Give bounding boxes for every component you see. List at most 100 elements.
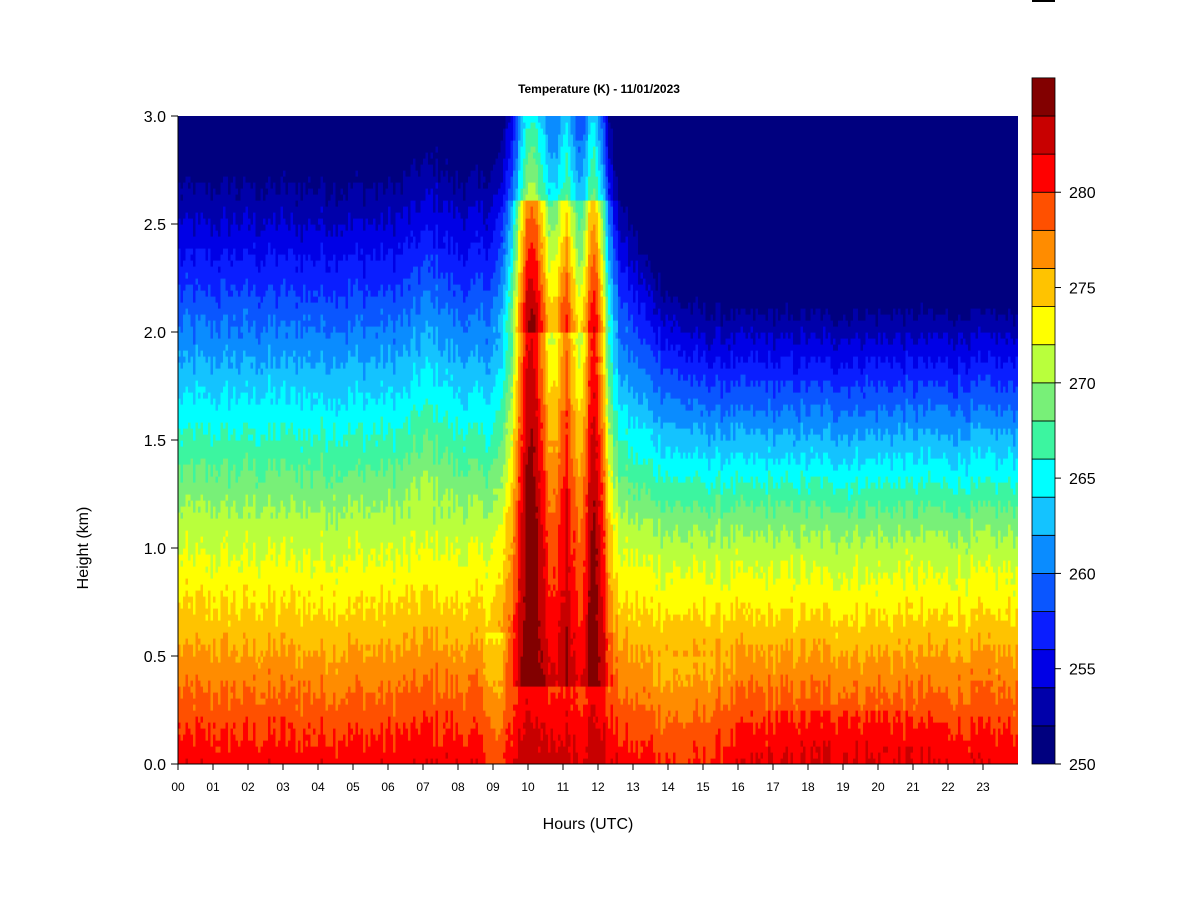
heatmap-cell <box>400 356 404 399</box>
heatmap-cell <box>220 500 224 543</box>
heatmap-cell <box>713 614 717 675</box>
heatmap-cell <box>600 218 604 255</box>
heatmap-cell <box>233 734 237 764</box>
heatmap-cell <box>475 344 479 381</box>
heatmap-cell <box>760 500 764 531</box>
heatmap-cell <box>580 518 584 621</box>
heatmap-cell <box>688 374 692 399</box>
heatmap-cell <box>648 344 652 375</box>
heatmap-cell <box>310 746 314 764</box>
heatmap-cell <box>553 692 557 741</box>
heatmap-cell <box>193 566 197 615</box>
heatmap-cell <box>780 530 784 561</box>
heatmap-cell <box>388 116 392 177</box>
heatmap-cell <box>178 356 182 363</box>
heatmap-cell <box>255 446 259 477</box>
heatmap-cell <box>245 392 249 423</box>
heatmap-cell <box>215 230 219 261</box>
heatmap-cell <box>610 704 614 759</box>
heatmap-cell <box>475 236 479 243</box>
heatmap-cell <box>218 512 222 567</box>
heatmap-cell <box>605 650 609 663</box>
heatmap-cell <box>253 638 257 675</box>
heatmap-cell <box>410 242 414 273</box>
heatmap-cell <box>443 242 447 249</box>
heatmap-cell <box>285 116 289 195</box>
heatmap-cell <box>520 302 524 333</box>
heatmap-cell <box>550 686 554 693</box>
heatmap-cell <box>440 248 444 273</box>
heatmap-cell <box>478 686 482 735</box>
heatmap-cell <box>253 242 257 249</box>
heatmap-cell <box>703 452 707 483</box>
heatmap-cell <box>448 500 452 507</box>
heatmap-cell <box>683 686 687 729</box>
heatmap-cell <box>663 422 667 459</box>
heatmap-cell <box>293 320 297 351</box>
heatmap-cell <box>595 452 599 459</box>
heatmap-cell <box>198 182 202 225</box>
heatmap-cell <box>580 218 584 261</box>
heatmap-cell <box>648 374 652 411</box>
heatmap-cell <box>710 674 714 681</box>
heatmap-cell <box>718 560 722 603</box>
heatmap-cell <box>350 560 354 615</box>
heatmap-cell <box>635 356 639 393</box>
heatmap-cell <box>235 290 239 327</box>
heatmap-cell <box>300 488 304 519</box>
heatmap-cell <box>345 614 349 621</box>
heatmap-cell <box>655 314 659 345</box>
heatmap-cell <box>218 662 222 705</box>
heatmap-cell <box>473 242 477 285</box>
heatmap-cell <box>583 200 587 231</box>
heatmap-cell <box>595 566 599 585</box>
heatmap-cell <box>748 722 752 764</box>
heatmap-cell <box>473 596 477 645</box>
heatmap-cell <box>393 116 397 195</box>
heatmap-cell <box>805 518 809 537</box>
heatmap-cell <box>248 686 252 741</box>
heatmap-cell <box>205 362 209 399</box>
heatmap-cell <box>283 596 287 603</box>
heatmap-cell <box>280 500 284 543</box>
heatmap-cell <box>818 434 822 459</box>
heatmap-cell <box>375 440 379 447</box>
heatmap-cell <box>730 380 734 405</box>
heatmap-cell <box>815 434 819 453</box>
heatmap-cell <box>443 116 447 177</box>
heatmap-cell <box>243 350 247 393</box>
heatmap-cell <box>533 332 537 369</box>
heatmap-cell <box>573 350 577 357</box>
heatmap-cell <box>320 584 324 591</box>
heatmap-cell <box>665 116 669 291</box>
heatmap-cell <box>478 608 482 651</box>
heatmap-cell <box>723 116 727 315</box>
heatmap-cell <box>238 200 242 231</box>
heatmap-cell <box>465 476 469 519</box>
heatmap-cell <box>618 338 622 375</box>
heatmap-cell <box>203 116 207 183</box>
heatmap-cell <box>728 338 732 345</box>
heatmap-cell <box>360 290 364 315</box>
heatmap-cell <box>815 380 819 405</box>
heatmap-cell <box>455 548 459 591</box>
heatmap-cell <box>413 434 417 477</box>
heatmap-cell <box>215 656 219 693</box>
heatmap-cell <box>815 338 819 363</box>
heatmap-cell <box>550 452 554 513</box>
heatmap-cell <box>380 314 384 321</box>
heatmap-cell <box>698 758 702 764</box>
heatmap-cell <box>678 302 682 327</box>
heatmap-cell <box>533 152 537 159</box>
heatmap-cell <box>260 188 264 231</box>
heatmap-cell <box>560 488 564 591</box>
heatmap-cell <box>778 542 782 579</box>
heatmap-cell <box>313 602 317 609</box>
heatmap-cell <box>795 344 799 375</box>
heatmap-cell <box>570 206 574 237</box>
heatmap-cell <box>795 116 799 321</box>
heatmap-cell <box>315 512 319 561</box>
heatmap-cell <box>665 500 669 531</box>
heatmap-cell <box>205 482 209 513</box>
heatmap-cell <box>270 188 274 225</box>
